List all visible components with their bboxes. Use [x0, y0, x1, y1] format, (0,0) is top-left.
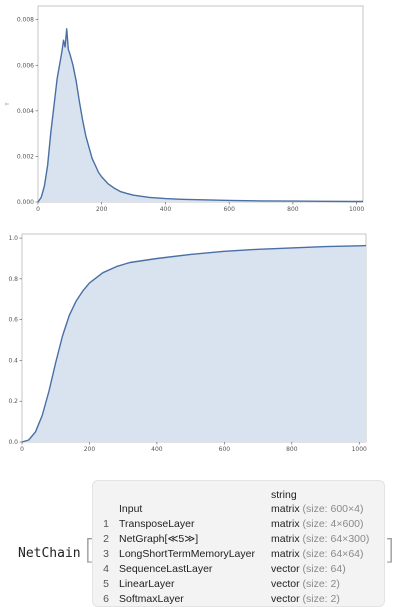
type-size: (size: 4×600)	[302, 518, 364, 530]
right-bracket: ]	[384, 533, 395, 566]
y-tick-label: 0.004	[17, 108, 34, 115]
y-tick-label: 1.0	[8, 235, 18, 242]
y-axis-label: Y	[5, 102, 11, 107]
type-name: matrix	[271, 503, 303, 515]
table-row: 1 TransposeLayer matrix (size: 4×600)	[93, 518, 384, 532]
density-plot: 0 200 400 600 800 1000 0.000 0.002 0.004 0.006 0.0…	[5, 5, 364, 213]
layer-output-type: vector (size: 64)	[271, 563, 346, 575]
type-name: vector	[271, 593, 303, 605]
y-tick-label: 0.006	[17, 62, 34, 69]
y-tick-label: 0.000	[17, 199, 34, 206]
netchain-label: NetChain	[18, 546, 81, 561]
x-tick-label: 800	[287, 206, 299, 213]
x-tick-label: 1000	[349, 206, 364, 213]
y-tick-label: 0.8	[8, 276, 18, 283]
x-tick-label: 0	[20, 446, 24, 453]
x-tick-label: 400	[160, 206, 172, 213]
layer-name: LinearLayer	[119, 578, 175, 590]
netchain-panel[interactable]: string Input matrix (size: 600×4) 1 Transpo…	[92, 480, 385, 607]
table-row: 4 SequenceLastLayer vector (size: 64)	[93, 563, 384, 577]
layer-name: SoftmaxLayer	[119, 593, 184, 605]
table-row: 3 LongShortTermMemoryLayer matrix (size: 6…	[93, 548, 384, 562]
x-tick-label: 800	[286, 446, 298, 453]
type-size: (size: 64×64)	[302, 548, 364, 560]
y-tick-label: 0.2	[8, 398, 18, 405]
layer-name: NetGraph[≪5≫]	[119, 533, 199, 545]
layer-output-type: matrix (size: 4×600)	[271, 518, 364, 530]
x-tick-label: 200	[96, 206, 108, 213]
layer-output-type: matrix (size: 64×64)	[271, 548, 364, 560]
series-line	[21, 244, 367, 443]
area-fill	[38, 28, 363, 202]
type-name: matrix	[271, 548, 303, 560]
layer-index: 1	[103, 518, 109, 530]
layer-index: 2	[103, 533, 109, 545]
x-tick-label: 600	[219, 446, 231, 453]
x-tick-label: 0	[36, 206, 40, 213]
series-line	[37, 28, 363, 203]
type-size: (size: 64)	[302, 563, 346, 575]
y-tick-label: 0.002	[17, 153, 34, 160]
area-fill	[22, 245, 366, 442]
layer-output-type: matrix (size: 64×300)	[271, 533, 369, 545]
left-bracket: [	[84, 533, 95, 566]
table-row: 6 SoftmaxLayer vector (size: 2)	[93, 593, 384, 606]
type-name: matrix	[271, 533, 303, 545]
type-size: (size: 64×300)	[302, 533, 370, 545]
x-tick-label: 200	[84, 446, 96, 453]
layer-index: 6	[103, 593, 109, 605]
layer-index: 3	[103, 548, 109, 560]
table-row: 5 LinearLayer vector (size: 2)	[93, 578, 384, 592]
table-row: Input matrix (size: 600×4)	[93, 503, 384, 517]
layer-output-type: vector (size: 2)	[271, 578, 340, 590]
layer-output-type: matrix (size: 600×4)	[271, 503, 364, 515]
y-tick-label: 0.0	[8, 439, 18, 446]
y-tick-label: 0.008	[17, 17, 34, 24]
y-tick-label: 0.4	[8, 357, 18, 364]
type-size: (size: 2)	[302, 578, 340, 590]
layer-index: 5	[103, 578, 109, 590]
layer-name: LongShortTermMemoryLayer	[119, 548, 255, 560]
type-name: vector	[271, 578, 303, 590]
layer-name: Input	[119, 503, 143, 515]
type-size: (size: 600×4)	[302, 503, 364, 515]
y-tick-label: 0.6	[8, 317, 18, 324]
type-name: vector	[271, 563, 303, 575]
type-size: (size: 2)	[302, 593, 340, 605]
header-output-type: string	[271, 489, 297, 501]
table-header: string	[93, 489, 384, 503]
layer-name: TransposeLayer	[119, 518, 195, 530]
layer-output-type: vector (size: 2)	[271, 593, 340, 605]
layer-index: 4	[103, 563, 109, 575]
x-tick-label: 400	[151, 446, 163, 453]
table-row: 2 NetGraph[≪5≫] matrix (size: 64×300)	[93, 533, 384, 547]
type-name: matrix	[271, 518, 303, 530]
layer-name: SequenceLastLayer	[119, 563, 213, 575]
x-tick-label: 600	[223, 206, 235, 213]
x-tick-label: 1000	[352, 446, 367, 453]
cumulative-plot: 0 200 400 600 800 1000 0.0 0.2 0.4 0.6 0.8 1.0	[8, 233, 367, 453]
